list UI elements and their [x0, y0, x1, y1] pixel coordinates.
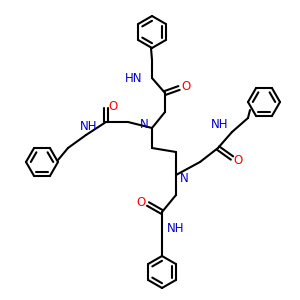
- Text: O: O: [182, 80, 190, 94]
- Text: HN: HN: [124, 71, 142, 85]
- Text: O: O: [136, 196, 146, 208]
- Text: NH: NH: [80, 121, 98, 134]
- Text: O: O: [108, 100, 118, 113]
- Text: NH: NH: [167, 221, 185, 235]
- Text: N: N: [140, 118, 148, 131]
- Text: N: N: [180, 172, 188, 184]
- Text: NH: NH: [211, 118, 229, 131]
- Text: O: O: [233, 154, 243, 167]
